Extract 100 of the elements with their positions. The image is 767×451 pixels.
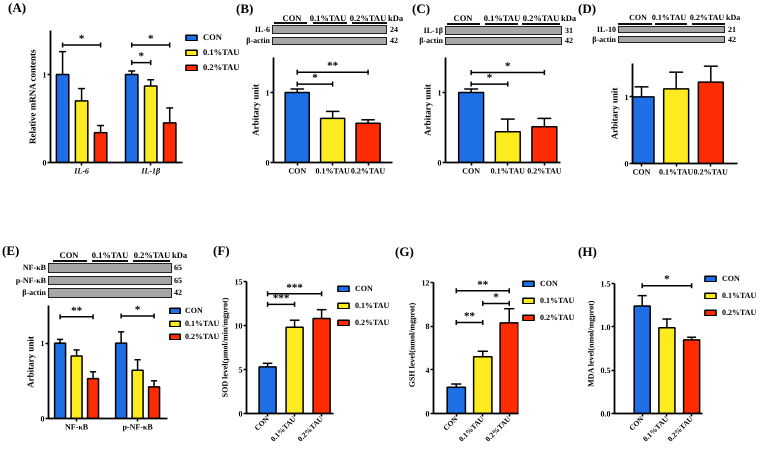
text: CON: [282, 12, 302, 23]
annotation: ***: [286, 282, 304, 294]
annotation: *: [493, 291, 500, 304]
x-tick-label: 0.2%TAU: [350, 166, 386, 176]
legend-label: 0.1%TAU: [185, 319, 220, 328]
y-axis-title: Relative mRNA contents: [28, 49, 38, 144]
text: 42: [390, 36, 398, 45]
annotation: **: [327, 60, 339, 72]
text: NF-κB: [22, 263, 46, 272]
y-tick-label: 5: [238, 366, 242, 374]
x-tick-label: p-NF-κB: [122, 422, 154, 432]
y-axis-title: Arbitary unit: [610, 88, 620, 140]
text: CON: [454, 12, 472, 23]
annotation: *: [505, 60, 512, 73]
x-tick-label: 0.2%TAU: [694, 168, 728, 176]
x-tick-label: CON: [288, 166, 306, 176]
annotation: *: [78, 33, 85, 46]
text: p-NF-κB: [16, 276, 46, 284]
text: 21: [728, 24, 736, 34]
y-tick-label: 0: [40, 414, 44, 424]
annotation: **: [71, 304, 83, 317]
legend-label: 0.2%TAU: [355, 318, 390, 327]
text: 0.2%TAU: [522, 12, 560, 23]
y-tick-label: 1.0: [600, 322, 610, 332]
text: 65: [174, 263, 182, 272]
annotation: *: [148, 33, 154, 46]
y-tick-label: 0.0: [600, 410, 610, 418]
text: 0.2%TAU: [350, 12, 386, 23]
x-tick-label: IL-6: [73, 166, 89, 176]
y-tick-label: 0: [266, 158, 270, 168]
text: 42: [174, 288, 182, 297]
annotation: *: [486, 72, 493, 84]
annotation: **: [464, 310, 476, 322]
annotation: *: [134, 304, 141, 316]
text: IL-10: [596, 24, 616, 34]
y-tick-label: 1: [624, 92, 628, 102]
legend-label: CON: [355, 284, 374, 293]
text: 42: [565, 36, 573, 45]
x-tick-label: 0.1%TAU: [659, 168, 694, 176]
text: 65: [174, 276, 182, 284]
text: kDa: [726, 13, 740, 22]
chart-title: (G): [395, 244, 414, 259]
legend-label: 0.2%TAU: [203, 62, 240, 72]
x-tick-label: 0.2%TAU: [527, 166, 562, 176]
x-tick-label: 0.1%TAU: [315, 166, 350, 176]
y-tick-label: 1: [42, 70, 46, 80]
y-axis-title: Arbitary unit: [26, 336, 36, 388]
legend-label: 0.1%TAU: [355, 301, 390, 310]
annotation: ***: [272, 292, 290, 304]
annotation: *: [664, 274, 670, 286]
y-axis-title: GSH level(nmol/mgprot): [408, 302, 416, 388]
y-axis-title: Arbitary unit: [422, 84, 432, 136]
x-tick-label: CON: [632, 168, 651, 176]
text: kDa: [561, 12, 576, 23]
y-tick-label: 0: [426, 410, 430, 418]
x-tick-label: NF-κB: [65, 422, 89, 432]
text: 0.2%TAU: [690, 13, 724, 22]
y-axis-title: SOD level(μmol/min/mgprot): [220, 297, 230, 398]
annotation: **: [477, 278, 489, 291]
y-tick-label: 0: [438, 158, 442, 168]
text: 42: [728, 34, 736, 44]
x-tick-label: CON: [462, 166, 480, 176]
y-tick-label: 1: [40, 339, 44, 348]
legend-label: 0.2%TAU: [185, 332, 220, 341]
text: 24: [390, 24, 398, 34]
text: 0.1%TAU: [652, 13, 686, 22]
y-tick-label: 0: [624, 160, 628, 168]
y-tick-label: 1: [266, 88, 270, 98]
chart-title: (E): [2, 243, 20, 258]
x-tick-label: 0.1%TAU: [490, 166, 526, 176]
y-tick-label: 0: [238, 410, 242, 418]
text: 31: [565, 26, 573, 34]
y-tick-label: 15: [234, 278, 242, 286]
y-axis-title: MDA level(nmol/mgprot): [586, 300, 596, 387]
y-tick-label: 0: [42, 158, 46, 168]
y-tick-label: 0.5: [600, 366, 610, 376]
text: β-actin: [246, 36, 270, 45]
legend-label: CON: [185, 306, 204, 315]
text: IL-6: [254, 24, 270, 34]
legend-label: CON: [540, 279, 559, 288]
text: 0.1%TAU: [92, 250, 128, 260]
text: CON: [629, 13, 647, 22]
annotation: *: [312, 72, 318, 84]
chart-title: (A): [8, 0, 26, 15]
legend-label: CON: [203, 32, 223, 42]
y-axis-title: Arbitary unit: [250, 84, 260, 136]
text: kDa: [388, 12, 404, 23]
text: 0.1%TAU: [484, 12, 520, 23]
y-tick-label: 1: [438, 88, 442, 98]
text: kDa: [172, 250, 188, 260]
x-tick-label: IL-1β: [140, 166, 161, 176]
chart-title: (B): [236, 1, 254, 16]
legend-label: CON: [722, 274, 741, 283]
legend-label: 0.2%TAU: [722, 308, 756, 317]
legend-label: 0.1%TAU: [722, 291, 756, 300]
y-tick-label: 12: [422, 278, 430, 288]
legend-label: 0.1%TAU: [540, 296, 574, 305]
chart-title: (H): [578, 244, 597, 259]
legend-label: 0.1%TAU: [203, 47, 240, 57]
text: 0.1%TAU: [310, 12, 346, 23]
